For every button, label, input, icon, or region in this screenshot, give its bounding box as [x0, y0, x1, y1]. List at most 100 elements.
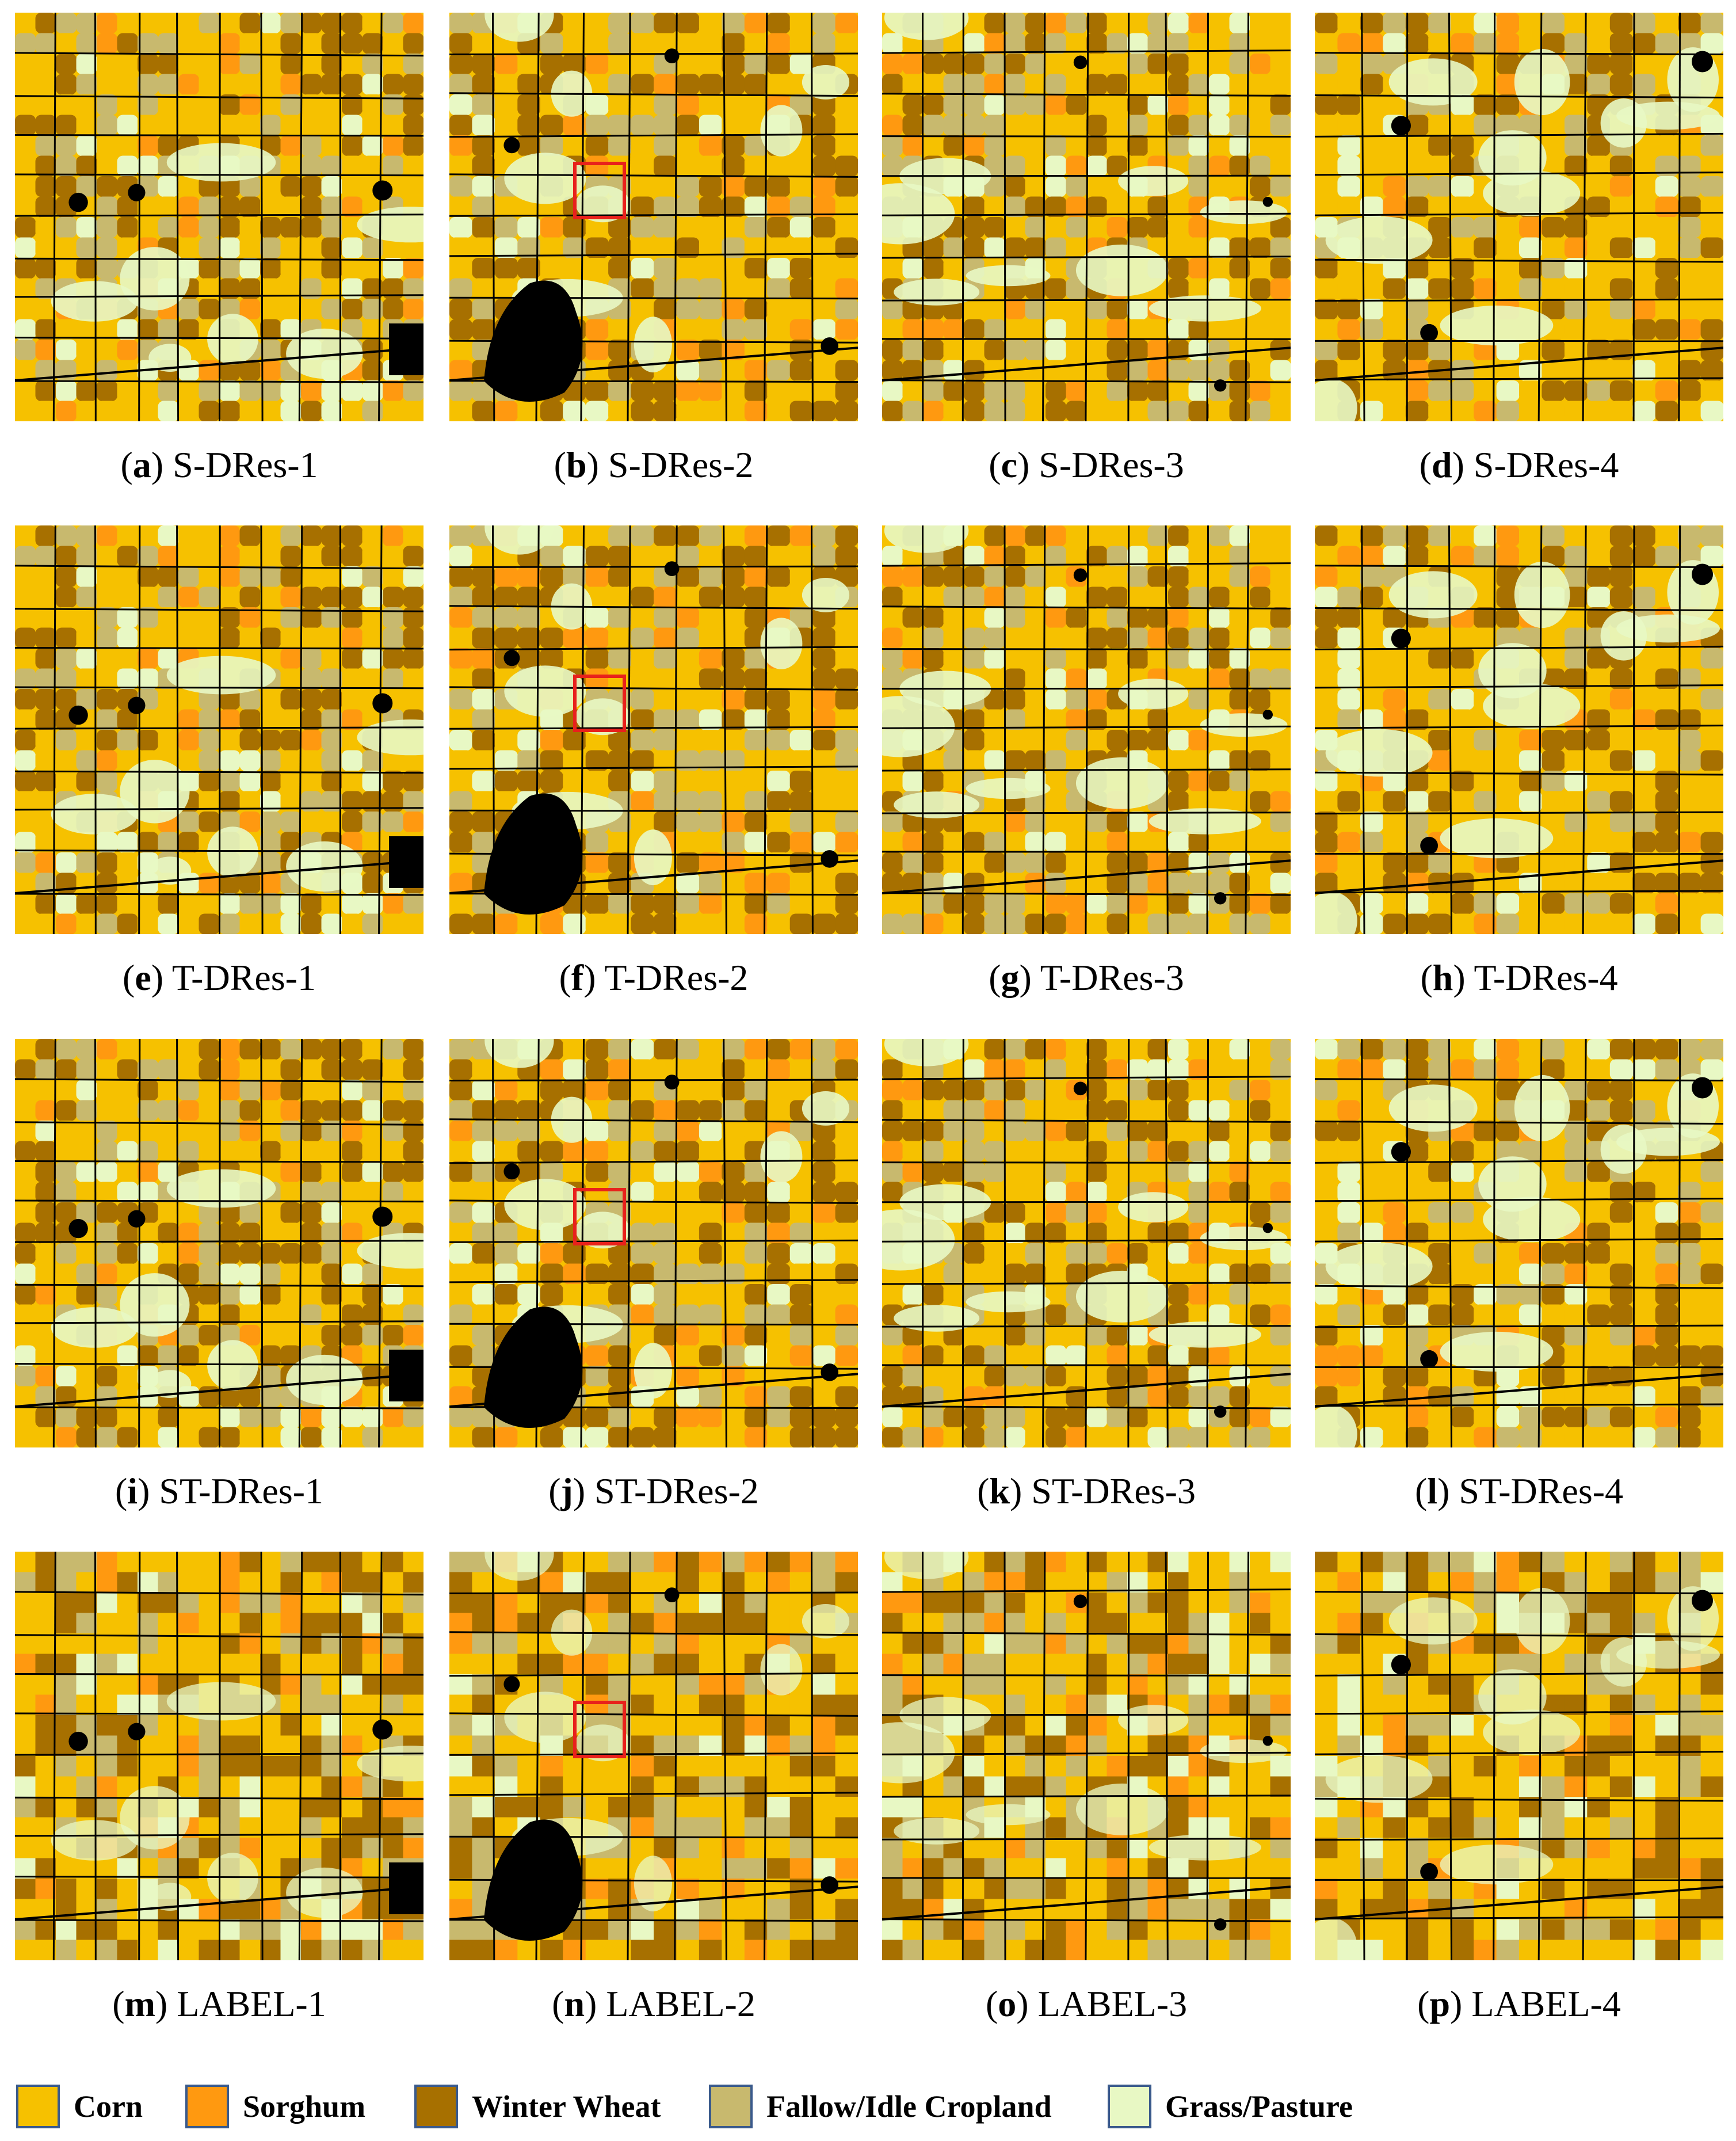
- crop-field: [178, 1325, 200, 1346]
- crop-field: [964, 546, 985, 567]
- crop-field: [1046, 648, 1067, 669]
- pond: [821, 337, 838, 355]
- crop-field: [902, 1141, 924, 1162]
- crop-field: [631, 33, 654, 54]
- crop-field: [1542, 852, 1565, 874]
- crop-field: [494, 401, 518, 421]
- crop-field: [178, 217, 200, 238]
- road: [882, 1282, 1291, 1285]
- crop-field: [1609, 893, 1633, 915]
- crop-field: [15, 258, 36, 279]
- crop-field: [1564, 1263, 1588, 1285]
- crop-field: [767, 791, 791, 812]
- road: [1537, 13, 1543, 421]
- crop-field: [1564, 299, 1588, 320]
- crop-field: [1678, 791, 1701, 812]
- crop-field: [138, 566, 159, 588]
- crop-field: [882, 33, 903, 54]
- crop-field: [1474, 525, 1497, 547]
- crop-field: [1147, 832, 1169, 853]
- crop-field: [835, 94, 858, 116]
- crop-field: [1609, 1202, 1633, 1224]
- crop-field: [1564, 1366, 1588, 1387]
- crop-field: [1005, 54, 1026, 75]
- crop-field: [178, 566, 200, 588]
- crop-field: [1046, 299, 1067, 320]
- crop-field: [76, 1407, 97, 1428]
- crop-field: [1632, 913, 1656, 934]
- crop-field: [563, 913, 586, 934]
- crop-field: [654, 1325, 677, 1346]
- crop-field: [403, 750, 423, 771]
- crop-field: [835, 1161, 858, 1183]
- crop-field: [1086, 1121, 1108, 1142]
- crop-field: [260, 380, 281, 402]
- crop-field: [76, 380, 97, 402]
- crop-field: [403, 566, 423, 588]
- crop-field: [1066, 33, 1087, 54]
- crop-field: [1086, 380, 1108, 402]
- crop-field: [1519, 1304, 1542, 1325]
- crop-field: [1474, 1039, 1497, 1060]
- crop-field: [1587, 1366, 1611, 1387]
- crop-field: [1168, 360, 1189, 381]
- crop-field: [35, 873, 56, 894]
- crop-field: [1451, 1243, 1474, 1264]
- crop-field: [219, 750, 241, 771]
- crop-field: [1229, 546, 1250, 567]
- crop-field: [1066, 319, 1087, 340]
- crop-field: [1360, 1304, 1383, 1325]
- road: [449, 1118, 858, 1123]
- crop-field: [301, 1407, 322, 1428]
- pond: [503, 1163, 520, 1180]
- crop-field: [1127, 319, 1149, 340]
- crop-field: [494, 278, 518, 299]
- crop-field: [882, 648, 903, 669]
- grass-patch: [894, 1305, 980, 1332]
- crop-field: [1564, 278, 1588, 299]
- crop-field: [943, 1345, 964, 1366]
- crop-field: [178, 176, 200, 197]
- crop-field: [1519, 1284, 1542, 1305]
- crop-field: [1250, 115, 1271, 136]
- road: [882, 648, 1291, 650]
- crop-field: [789, 873, 813, 894]
- crop-field: [301, 648, 322, 669]
- crop-field: [1383, 1161, 1406, 1183]
- crop-field: [117, 115, 138, 136]
- crop-field: [1315, 176, 1338, 197]
- crop-field: [362, 1059, 383, 1080]
- crop-field: [1383, 1222, 1406, 1244]
- crop-field: [1229, 1304, 1250, 1325]
- map-panel: [15, 1039, 423, 1447]
- crop-field: [943, 1100, 964, 1121]
- crop-field: [767, 1100, 791, 1121]
- crop-field: [1655, 319, 1678, 340]
- crop-field: [1428, 1202, 1452, 1224]
- crop-field: [1188, 648, 1210, 669]
- crop-field: [117, 709, 138, 730]
- crop-field: [789, 709, 813, 730]
- crop-field: [1107, 873, 1128, 894]
- crop-field: [676, 1407, 700, 1428]
- crop-field: [744, 525, 768, 547]
- crop-field: [138, 1222, 159, 1244]
- crop-field: [789, 546, 813, 567]
- crop-field: [1066, 196, 1087, 218]
- crop-field: [1609, 812, 1633, 833]
- crop-field: [1229, 1407, 1250, 1428]
- crop-field: [540, 1080, 563, 1101]
- crop-field: [964, 1121, 985, 1142]
- crop-field: [1655, 401, 1678, 421]
- crop-field: [472, 1059, 495, 1080]
- crop-field: [812, 913, 836, 934]
- crop-field: [1209, 1100, 1230, 1121]
- crop-field: [923, 1345, 944, 1366]
- crop-field: [1587, 1263, 1611, 1285]
- crop-field: [812, 1427, 836, 1447]
- crop-field: [1229, 668, 1250, 689]
- crop-field: [1315, 115, 1338, 136]
- crop-field: [158, 380, 179, 402]
- crop-field: [722, 668, 745, 689]
- crop-field: [964, 115, 985, 136]
